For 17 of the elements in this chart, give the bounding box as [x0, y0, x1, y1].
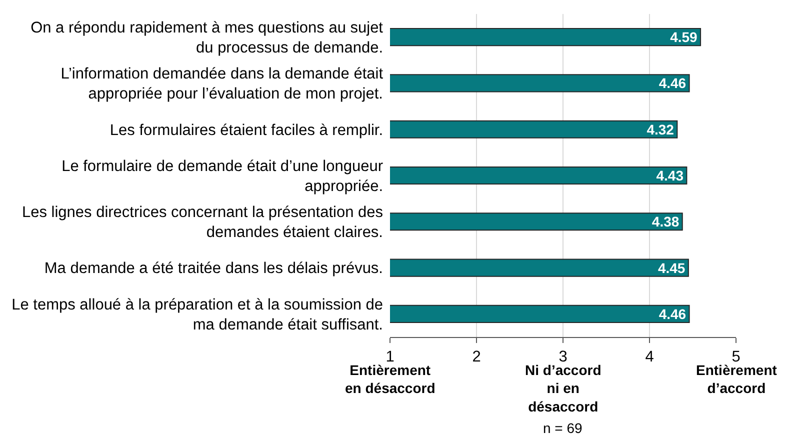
data-label: 4.32: [646, 121, 674, 138]
y-tick-label: Ma demande a été traitée dans les délais prévus.: [44, 260, 383, 278]
data-label: 4.46: [658, 75, 686, 92]
y-tick-label: Les lignes directrices concernant la présentation des demandes étaient claires.: [22, 204, 384, 242]
data-label: 4.45: [658, 260, 686, 276]
data-label: 4.46: [658, 306, 686, 322]
text: n = 69: [543, 420, 583, 436]
x-tick-label: 4: [645, 348, 654, 366]
y-tick-label: On a répondu rapidement à mes questions au sujet du processus de demande.: [30, 19, 384, 57]
data-label: 4.43: [656, 168, 684, 184]
y-tick-label: L’information demandée dans la demande était appropriée pour l’évaluation de mon projet.: [60, 66, 384, 103]
y-tick-label: Le temps alloué à la préparation et à la soumission de ma demande était suffisant.: [12, 296, 383, 334]
data-label: 4.38: [652, 214, 680, 230]
y-tick-label: Les formulaires étaient faciles à remplir.: [110, 122, 383, 139]
data-label: 4.59: [670, 29, 698, 46]
y-tick-label: Le formulaire de demande était d’une longueur appropriée.: [62, 158, 383, 195]
x-tick-label: 2: [472, 348, 481, 366]
